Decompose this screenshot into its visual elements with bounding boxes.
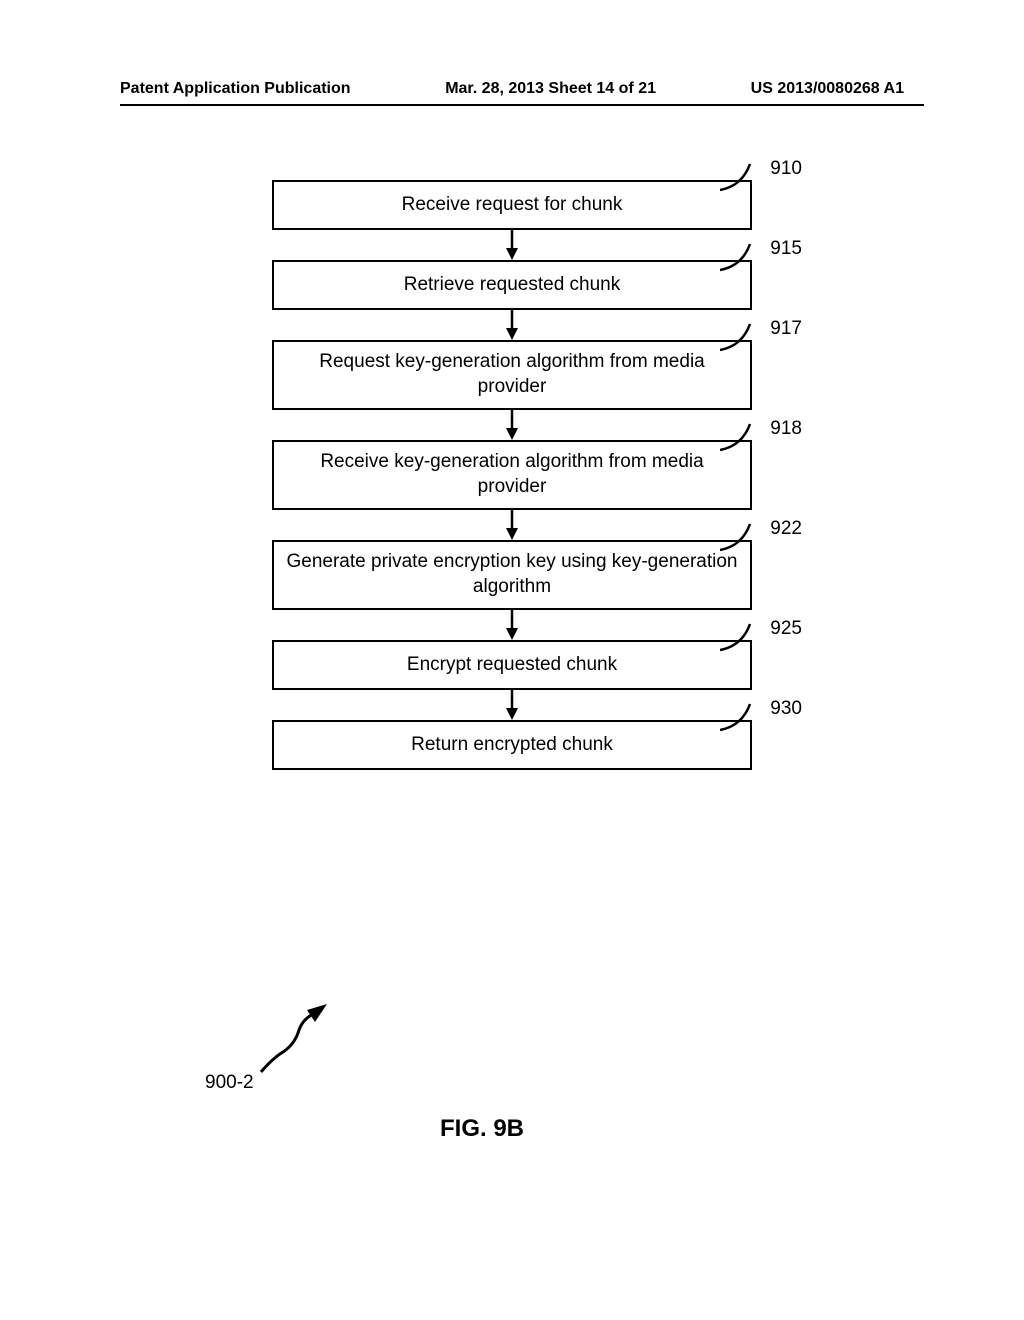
flow-box: Receive key-generation algorithm from me… (272, 440, 752, 510)
callout-line (720, 522, 760, 557)
header-right: US 2013/0080268 A1 (751, 80, 904, 98)
figure-reference-arrow (255, 1000, 345, 1085)
flow-arrow (272, 690, 752, 720)
callout-label: 917 (770, 318, 802, 340)
flow-arrow (272, 230, 752, 260)
flow-step: 910 Receive request for chunk (272, 180, 752, 230)
page-header: Patent Application Publication Mar. 28, … (0, 80, 1024, 98)
flow-box: Return encrypted chunk (272, 720, 752, 770)
flow-arrow (272, 510, 752, 540)
header-center: Mar. 28, 2013 Sheet 14 of 21 (445, 80, 656, 98)
flow-step: 930 Return encrypted chunk (272, 720, 752, 770)
flow-box: Retrieve requested chunk (272, 260, 752, 310)
flow-box: Request key-generation algorithm from me… (272, 340, 752, 410)
flow-text: Receive key-generation algorithm from me… (286, 450, 738, 499)
flow-arrow (272, 610, 752, 640)
callout-line (720, 422, 760, 457)
flow-text: Receive request for chunk (402, 193, 623, 218)
callout-line (720, 702, 760, 737)
flow-arrow (272, 310, 752, 340)
flow-box: Encrypt requested chunk (272, 640, 752, 690)
figure-number: 900-2 (205, 1072, 254, 1094)
flow-text: Encrypt requested chunk (407, 653, 617, 678)
callout-label: 925 (770, 618, 802, 640)
callout-label: 918 (770, 418, 802, 440)
callout-line (720, 622, 760, 657)
flow-step: 915 Retrieve requested chunk (272, 260, 752, 310)
callout-label: 915 (770, 238, 802, 260)
flow-text: Request key-generation algorithm from me… (286, 350, 738, 399)
callout-line (720, 242, 760, 277)
callout-label: 910 (770, 158, 802, 180)
flow-text: Generate private encryption key using ke… (286, 550, 738, 599)
flow-text: Retrieve requested chunk (404, 273, 621, 298)
callout-line (720, 162, 760, 197)
flow-text: Return encrypted chunk (411, 733, 613, 758)
figure-caption: FIG. 9B (440, 1115, 524, 1143)
flow-step: 918 Receive key-generation algorithm fro… (272, 440, 752, 510)
callout-label: 922 (770, 518, 802, 540)
flow-box: Receive request for chunk (272, 180, 752, 230)
flow-arrow (272, 410, 752, 440)
flow-step: 922 Generate private encryption key usin… (272, 540, 752, 610)
flow-step: 917 Request key-generation algorithm fro… (272, 340, 752, 410)
callout-label: 930 (770, 698, 802, 720)
callout-line (720, 322, 760, 357)
flow-box: Generate private encryption key using ke… (272, 540, 752, 610)
flowchart: 910 Receive request for chunk 915 Retrie… (272, 180, 752, 770)
flow-step: 925 Encrypt requested chunk (272, 640, 752, 690)
header-rule (120, 104, 924, 106)
header-left: Patent Application Publication (120, 80, 351, 98)
